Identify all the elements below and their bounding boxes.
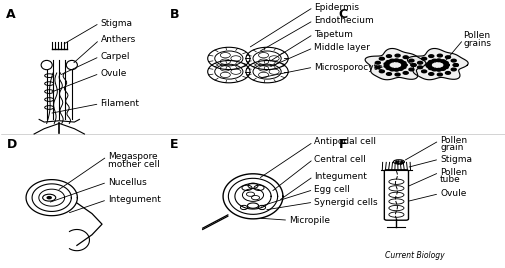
Circle shape — [375, 61, 380, 64]
Circle shape — [402, 72, 408, 74]
Text: F: F — [338, 138, 346, 151]
Text: Filament: Filament — [100, 99, 139, 108]
Circle shape — [389, 68, 394, 71]
Circle shape — [431, 59, 436, 62]
Circle shape — [394, 73, 399, 76]
Circle shape — [443, 64, 448, 66]
Circle shape — [393, 59, 398, 62]
Text: Nucellus: Nucellus — [108, 178, 146, 187]
Circle shape — [408, 59, 413, 62]
Circle shape — [386, 73, 391, 75]
Circle shape — [450, 68, 456, 71]
Circle shape — [410, 64, 415, 66]
Circle shape — [401, 64, 406, 66]
Text: Synergid cells: Synergid cells — [314, 198, 377, 207]
Circle shape — [439, 60, 444, 62]
Text: grain: grain — [439, 143, 463, 152]
Circle shape — [428, 61, 433, 63]
Circle shape — [379, 70, 384, 73]
Circle shape — [383, 65, 388, 68]
Circle shape — [385, 61, 390, 63]
Text: Stigma: Stigma — [100, 19, 132, 28]
Text: Pollen: Pollen — [439, 168, 467, 177]
Text: mother cell: mother cell — [108, 160, 160, 169]
Circle shape — [431, 68, 436, 71]
Text: Pollen: Pollen — [439, 136, 467, 145]
Circle shape — [401, 64, 406, 66]
Circle shape — [408, 68, 413, 71]
Text: B: B — [170, 8, 179, 21]
Circle shape — [436, 54, 441, 57]
Circle shape — [450, 59, 456, 62]
Circle shape — [47, 197, 51, 199]
Text: Micropile: Micropile — [289, 216, 330, 225]
Circle shape — [426, 62, 431, 65]
Polygon shape — [407, 49, 467, 80]
Text: E: E — [170, 138, 178, 151]
Text: C: C — [338, 8, 347, 21]
Circle shape — [389, 59, 394, 62]
Text: Epidermis: Epidermis — [314, 3, 359, 12]
Circle shape — [428, 73, 433, 75]
Text: D: D — [7, 138, 17, 151]
Circle shape — [442, 61, 447, 64]
Circle shape — [383, 62, 388, 65]
Text: Microsporocyte: Microsporocyte — [314, 63, 382, 72]
Circle shape — [417, 61, 422, 64]
Text: Anthers: Anthers — [100, 35, 135, 44]
Text: Pollen: Pollen — [463, 31, 489, 40]
Circle shape — [428, 67, 433, 69]
Text: Stigma: Stigma — [439, 155, 471, 164]
Text: tube: tube — [439, 175, 460, 184]
Circle shape — [417, 66, 422, 69]
Circle shape — [397, 68, 402, 70]
Text: Tapetum: Tapetum — [314, 30, 352, 39]
Polygon shape — [365, 49, 425, 80]
Text: Egg cell: Egg cell — [314, 185, 349, 194]
Circle shape — [400, 66, 405, 69]
Text: Megaspore: Megaspore — [108, 152, 158, 161]
Circle shape — [375, 66, 380, 69]
Circle shape — [393, 68, 398, 71]
Circle shape — [436, 73, 441, 76]
Circle shape — [402, 56, 408, 58]
Circle shape — [439, 68, 444, 70]
Text: grains: grains — [463, 39, 490, 48]
Text: Middle layer: Middle layer — [314, 43, 370, 52]
Text: Integument: Integument — [108, 195, 161, 204]
Circle shape — [379, 57, 384, 60]
Circle shape — [443, 64, 448, 66]
Circle shape — [421, 70, 426, 73]
Circle shape — [394, 54, 399, 57]
Circle shape — [421, 57, 426, 60]
Text: Ovule: Ovule — [439, 189, 466, 198]
Text: Carpel: Carpel — [100, 52, 130, 61]
Circle shape — [452, 64, 458, 66]
Text: A: A — [7, 8, 16, 21]
Circle shape — [397, 60, 402, 62]
Circle shape — [410, 64, 415, 66]
Circle shape — [428, 55, 433, 57]
Circle shape — [435, 59, 440, 62]
Circle shape — [444, 56, 449, 58]
Circle shape — [386, 55, 391, 57]
Circle shape — [426, 65, 431, 68]
Circle shape — [435, 68, 440, 71]
Text: Integument: Integument — [314, 172, 367, 181]
Circle shape — [444, 72, 449, 74]
Circle shape — [385, 67, 390, 69]
Circle shape — [452, 64, 458, 66]
Circle shape — [400, 61, 405, 64]
Text: Endothecium: Endothecium — [314, 16, 373, 25]
Text: Antipodal cell: Antipodal cell — [314, 137, 376, 146]
Text: Central cell: Central cell — [314, 155, 366, 164]
Text: Current Biology: Current Biology — [384, 251, 443, 260]
Circle shape — [442, 66, 447, 69]
Text: Ovule: Ovule — [100, 69, 127, 78]
